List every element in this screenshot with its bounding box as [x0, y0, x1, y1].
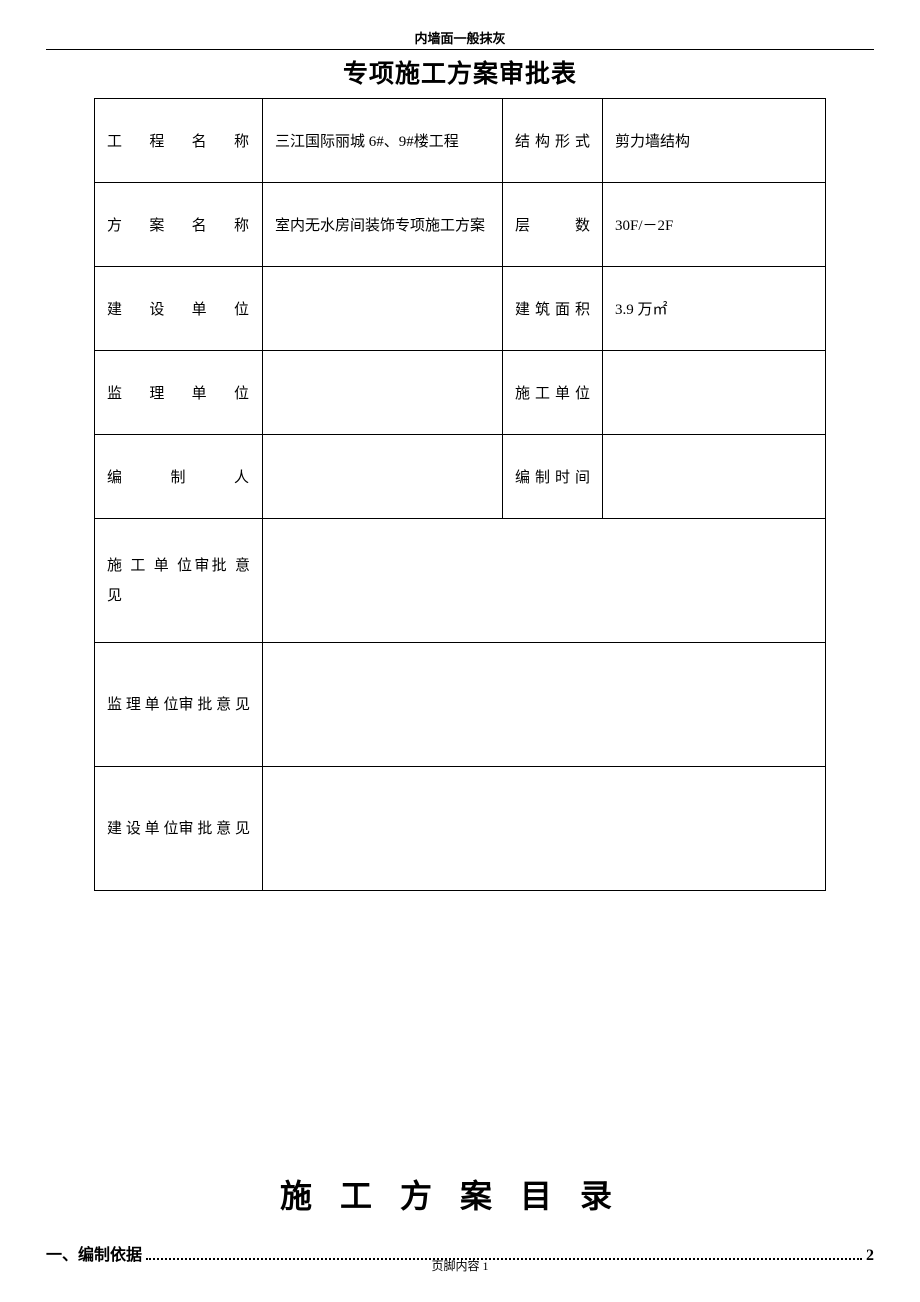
- cell-value: 30F/－2F: [603, 183, 826, 267]
- table-row-approval: 监 理 单 位审 批 意 见: [95, 643, 826, 767]
- cell-value: [603, 351, 826, 435]
- cell-value: 三江国际丽城 6#、9#楼工程: [263, 99, 503, 183]
- cell-label: 方案名称: [95, 183, 263, 267]
- header-divider: [46, 49, 874, 50]
- toc-title: 施工方案目录: [0, 1171, 920, 1217]
- cell-value: 剪力墙结构: [603, 99, 826, 183]
- page-footer: 页脚内容 1: [0, 1257, 920, 1274]
- cell-label: 监 理 单 位审 批 意 见: [95, 643, 263, 767]
- cell-value: [263, 351, 503, 435]
- table-row-approval: 建 设 单 位审 批 意 见: [95, 767, 826, 891]
- cell-label: 结构形式: [503, 99, 603, 183]
- page-header: 内墙面一般抹灰: [0, 0, 920, 47]
- cell-label: 施工单位: [503, 351, 603, 435]
- cell-label: 建设单位: [95, 267, 263, 351]
- cell-value: 3.9 万㎡: [603, 267, 826, 351]
- table-row: 编 制 人 编制时间: [95, 435, 826, 519]
- cell-value: [263, 767, 826, 891]
- cell-value: [603, 435, 826, 519]
- cell-label: 编 制 人: [95, 435, 263, 519]
- cell-value: 室内无水房间装饰专项施工方案: [263, 183, 503, 267]
- table-row: 监理单位 施工单位: [95, 351, 826, 435]
- cell-value: [263, 643, 826, 767]
- cell-label: 建 设 单 位审 批 意 见: [95, 767, 263, 891]
- cell-value: [263, 435, 503, 519]
- cell-label: 施 工 单 位审批 意 见: [95, 519, 263, 643]
- table-row: 建设单位 建筑面积 3.9 万㎡: [95, 267, 826, 351]
- header-text: 内墙面一般抹灰: [414, 31, 505, 46]
- table-row: 方案名称 室内无水房间装饰专项施工方案 层 数 30F/－2F: [95, 183, 826, 267]
- main-title: 专项施工方案审批表: [0, 54, 920, 90]
- table-row-approval: 施 工 单 位审批 意 见: [95, 519, 826, 643]
- cell-value: [263, 267, 503, 351]
- approval-table: 工程名称 三江国际丽城 6#、9#楼工程 结构形式 剪力墙结构 方案名称 室内无…: [94, 98, 826, 891]
- footer-text: 页脚内容 1: [431, 1259, 488, 1273]
- cell-label: 工程名称: [95, 99, 263, 183]
- table-row: 工程名称 三江国际丽城 6#、9#楼工程 结构形式 剪力墙结构: [95, 99, 826, 183]
- cell-label: 编制时间: [503, 435, 603, 519]
- cell-label: 建筑面积: [503, 267, 603, 351]
- cell-label: 监理单位: [95, 351, 263, 435]
- cell-value: [263, 519, 826, 643]
- cell-label: 层 数: [503, 183, 603, 267]
